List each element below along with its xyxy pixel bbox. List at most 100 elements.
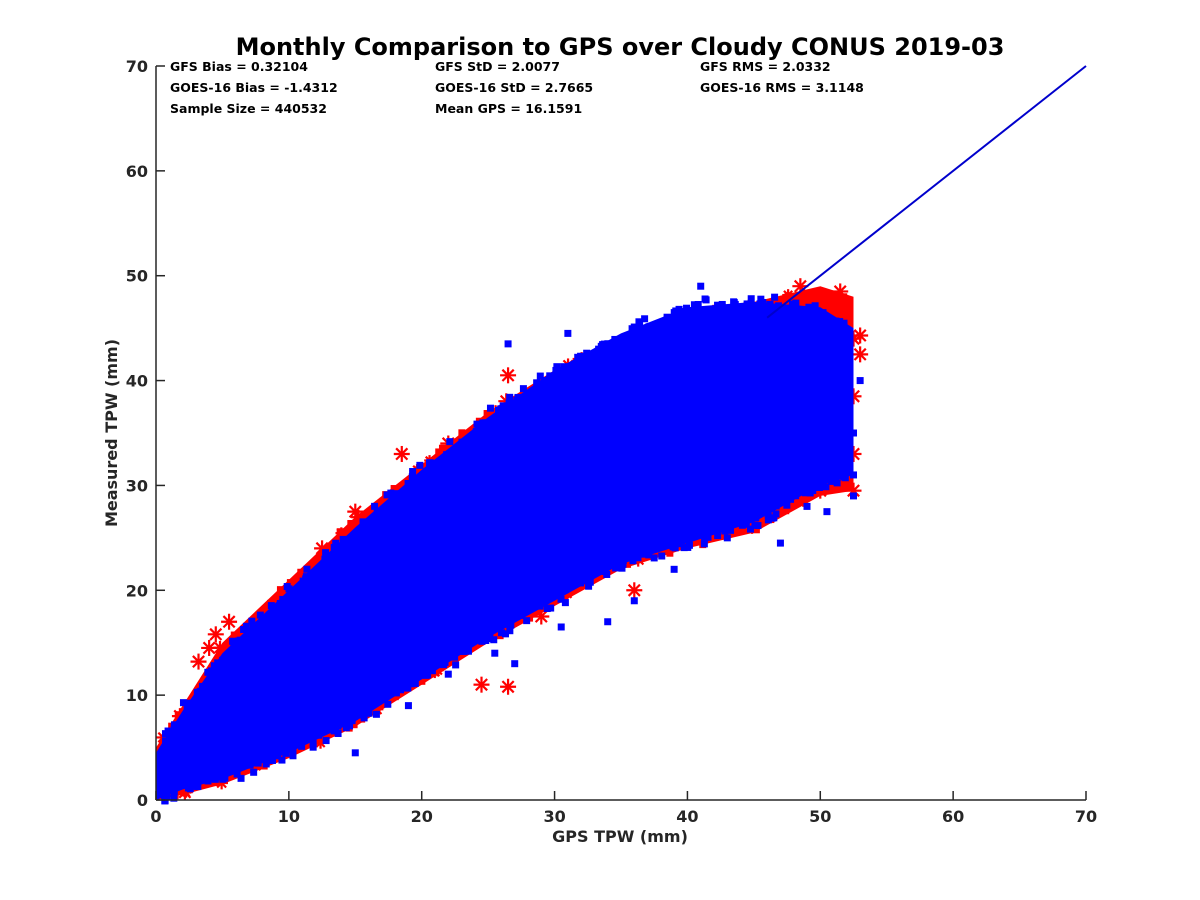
series-gfs-outlier	[314, 540, 331, 557]
series-goes16-point	[700, 540, 708, 548]
series-goes16-point	[533, 379, 541, 387]
series-goes16-point	[683, 304, 691, 312]
series-goes16-point	[786, 307, 794, 315]
series-goes16-point	[557, 595, 565, 603]
series-goes16-point	[641, 315, 649, 323]
series-goes16-point	[349, 712, 357, 720]
series-goes16-point	[647, 544, 655, 552]
series-goes16-point	[514, 393, 522, 401]
series-goes16-point	[219, 775, 227, 783]
series-goes16-point	[239, 640, 247, 648]
series-goes16-point	[161, 730, 169, 738]
series-goes16-point	[505, 399, 513, 407]
series-goes16-point	[161, 792, 169, 800]
series-goes16-point	[597, 350, 605, 358]
series-goes16-point	[237, 774, 245, 782]
series-goes16-point	[561, 599, 569, 607]
series-goes16-point	[770, 514, 778, 522]
series-goes16-point	[583, 349, 591, 357]
series-gfs-point	[752, 526, 760, 534]
asterisk-stroke	[202, 641, 216, 655]
series-goes16-point	[256, 611, 264, 619]
series-goes16-point	[552, 366, 560, 374]
series-goes16-point	[339, 535, 347, 543]
series-goes16-point	[694, 300, 702, 308]
series-goes16-point	[289, 748, 297, 756]
series-goes16-outlier	[803, 502, 811, 510]
series-goes16-point	[536, 372, 544, 380]
asterisk-stroke	[348, 505, 362, 519]
series-goes16-point	[384, 700, 392, 708]
series-goes16-point	[379, 694, 387, 702]
series-goes16-point	[836, 471, 844, 479]
series-goes16-point	[764, 511, 772, 519]
series-gfs-point	[784, 292, 792, 300]
series-goes16-point	[631, 328, 639, 336]
series-goes16-point	[671, 544, 679, 552]
series-gfs-point	[230, 631, 238, 639]
series-goes16-point	[578, 358, 586, 366]
series-goes16-point	[805, 303, 813, 311]
series-goes16-point	[747, 295, 755, 303]
series-goes16-point	[396, 491, 404, 499]
y-tick-label: 20	[126, 581, 148, 600]
series-goes16-point	[490, 624, 498, 632]
series-goes16-point	[271, 746, 279, 754]
series-goes16-point	[494, 406, 502, 414]
series-goes16-point	[332, 539, 340, 547]
series-goes16-outlier	[723, 534, 731, 542]
y-tick-label: 60	[126, 162, 148, 181]
series-goes16-point	[428, 667, 436, 675]
x-tick-label: 10	[278, 807, 300, 826]
series-gfs-point	[276, 586, 284, 594]
series-goes16-point	[574, 578, 582, 586]
series-goes16-point	[759, 299, 767, 307]
series-goes16-point	[191, 772, 199, 780]
x-tick-label: 70	[1075, 807, 1097, 826]
series-goes16-point	[811, 302, 819, 310]
series-goes16-point	[204, 777, 212, 785]
series-goes16-point	[523, 617, 531, 625]
series-gfs-point	[347, 519, 355, 527]
series-goes16-point	[328, 554, 336, 562]
series-goes16-point	[214, 659, 222, 667]
series-goes16-point	[353, 706, 361, 714]
series-gfs-point	[483, 410, 491, 418]
series-goes16-point	[183, 779, 191, 787]
asterisk-stroke	[534, 610, 548, 623]
series-goes16-point	[772, 510, 780, 518]
series-goes16-point	[443, 451, 451, 459]
series-gfs-point	[758, 515, 766, 523]
series-goes16-point	[490, 636, 498, 644]
series-gfs-point	[720, 532, 728, 540]
x-tick-label: 0	[150, 807, 161, 826]
series-goes16-point	[720, 311, 728, 319]
series-goes16-point	[268, 612, 276, 620]
series-goes16-point	[553, 363, 561, 371]
series-goes16-outlier	[630, 597, 638, 605]
series-goes16-point	[775, 302, 783, 310]
series-goes16-point	[560, 368, 568, 376]
series-goes16-point	[811, 307, 819, 315]
series-goes16-point	[164, 781, 172, 789]
series-goes16-point	[745, 514, 753, 522]
series-goes16-point	[438, 651, 446, 659]
series-gfs-outlier	[201, 639, 218, 656]
series-goes16-point	[833, 479, 841, 487]
series-goes16-point	[663, 313, 671, 321]
series-goes16-point	[472, 428, 480, 436]
series-goes16-point	[362, 703, 370, 711]
series-goes16-point	[383, 491, 391, 499]
series-goes16-point	[618, 564, 626, 572]
series-goes16-point	[351, 532, 359, 540]
series-goes16-point	[527, 602, 535, 610]
series-gfs-point	[840, 293, 848, 301]
series-goes16-point	[611, 335, 619, 343]
y-tick-label: 10	[126, 686, 148, 705]
series-gfs-outlier	[393, 445, 410, 462]
series-goes16-outlier	[604, 618, 612, 626]
series-goes16-point	[540, 377, 548, 385]
series-goes16-outlier	[504, 340, 512, 348]
series-goes16-point	[298, 742, 306, 750]
series-goes16-point	[383, 689, 391, 697]
